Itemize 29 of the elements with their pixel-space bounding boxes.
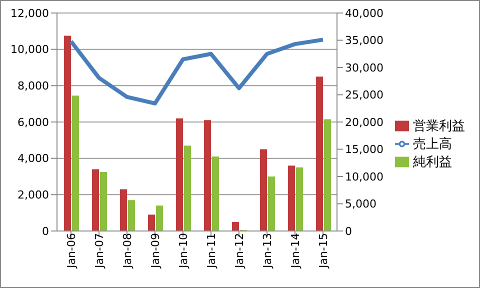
y2-tick-label: 40,000 xyxy=(345,6,384,20)
y2-tick-label: 15,000 xyxy=(345,143,384,156)
legend-label: 純利益 xyxy=(413,155,452,170)
x-tick-label: Jan-15 xyxy=(316,233,330,269)
y2-tick-label: 35,000 xyxy=(345,34,384,48)
y2-tick-label: 30,000 xyxy=(345,61,384,74)
x-tick-label: Jan-10 xyxy=(176,233,190,269)
y2-tick-label: 20,000 xyxy=(345,116,384,129)
x-tick-label: Jan-12 xyxy=(232,233,246,269)
y2-tick-label: 0 xyxy=(345,224,352,238)
y-tick-label: 6,000 xyxy=(18,116,49,129)
x-tick-label: Jan-08 xyxy=(120,233,134,269)
y-tick-label: 2,000 xyxy=(18,188,49,202)
y-tick-label: 4,000 xyxy=(18,152,49,166)
legend-label: 売上高 xyxy=(413,137,452,152)
x-tick-label: Jan-07 xyxy=(92,233,106,269)
y-tick-label: 8,000 xyxy=(18,80,49,93)
y2-tick-label: 5,000 xyxy=(345,198,376,211)
x-tick-label: Jan-13 xyxy=(260,233,274,269)
y-tick-label: 10,000 xyxy=(10,43,49,56)
y2-tick-label: 25,000 xyxy=(345,88,384,102)
y-tick-label: 12,000 xyxy=(10,6,49,20)
x-tick-label: Jan-11 xyxy=(204,233,218,269)
x-tick-label: Jan-06 xyxy=(64,233,78,269)
legend-label: 営業利益 xyxy=(413,119,465,134)
y-tick-label: 0 xyxy=(42,224,49,238)
x-tick-label: Jan-09 xyxy=(148,233,162,269)
x-tick-label: Jan-14 xyxy=(288,233,302,269)
y2-tick-label: 10,000 xyxy=(345,170,384,184)
